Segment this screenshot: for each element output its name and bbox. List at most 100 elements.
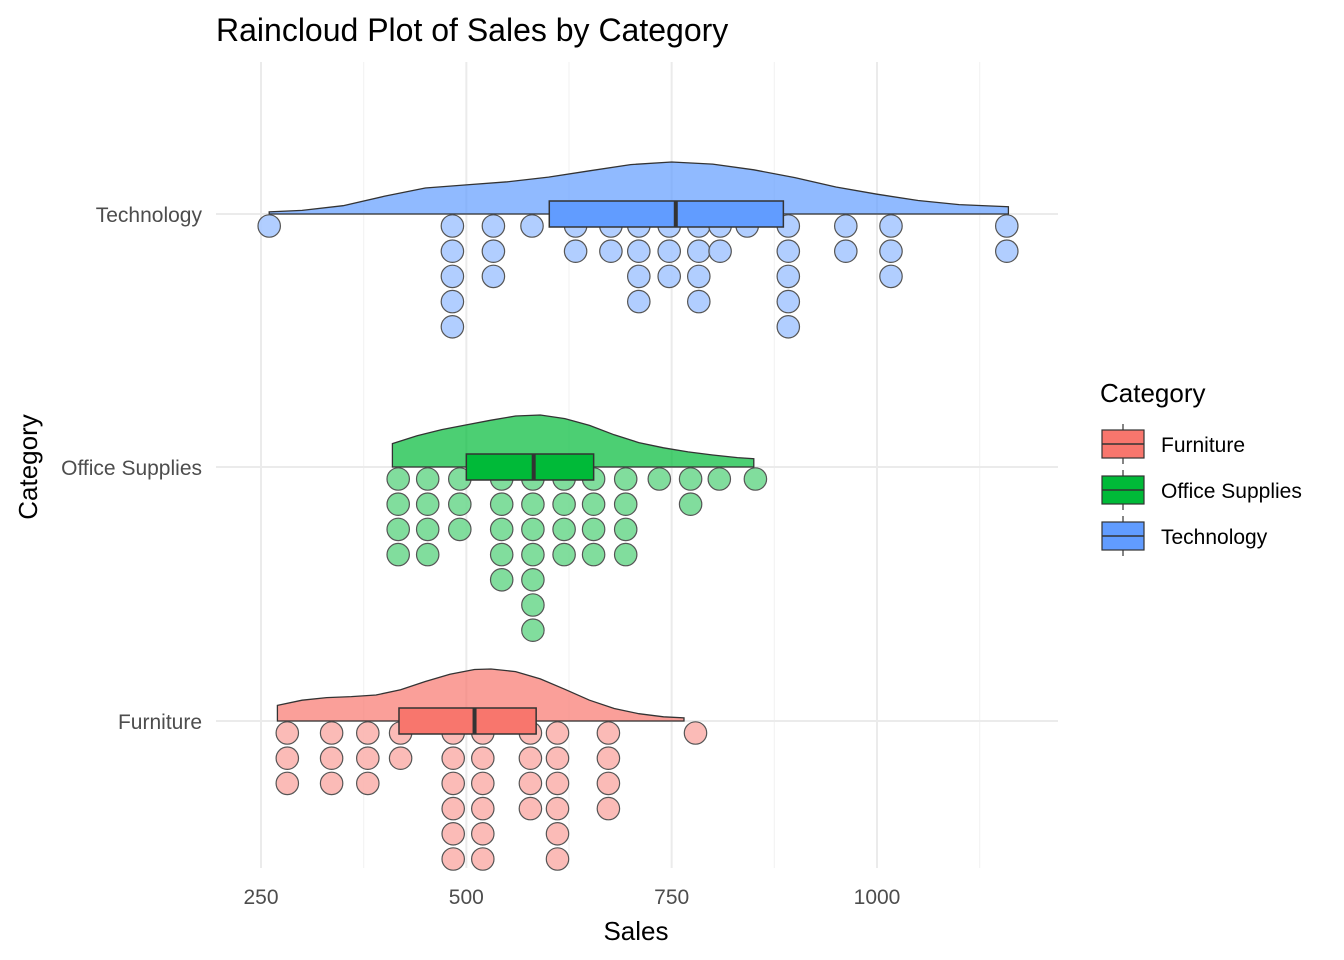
- data-dot: [833, 214, 858, 238]
- legend-label: Office Supplies: [1161, 480, 1302, 503]
- data-dot: [319, 771, 344, 796]
- y-axis-ticks: Technology Office Supplies Furniture: [61, 204, 202, 734]
- data-dot: [581, 542, 606, 567]
- data-dot: [386, 542, 410, 567]
- data-dot: [545, 746, 570, 770]
- data-dot: [657, 239, 681, 263]
- data-dot: [581, 517, 606, 542]
- data-dot: [440, 239, 465, 263]
- data-dot: [596, 721, 621, 745]
- data-dot: [275, 746, 300, 770]
- data-dot: [470, 771, 495, 796]
- data-dot: [470, 847, 495, 871]
- data-dot: [386, 467, 410, 491]
- chart-title: Raincloud Plot of Sales by Category: [216, 12, 728, 48]
- data-dot: [613, 517, 638, 542]
- data-dot: [355, 771, 380, 796]
- data-dot: [708, 239, 732, 263]
- x-tick-label: 500: [449, 886, 484, 909]
- data-dot: [257, 214, 281, 238]
- data-dot: [599, 239, 623, 263]
- data-dot: [545, 771, 570, 796]
- data-dot: [994, 239, 1019, 263]
- density-cloud: [276, 668, 685, 722]
- data-dot: [470, 821, 495, 846]
- data-dot: [626, 289, 651, 314]
- data-dot: [386, 492, 410, 516]
- data-dot: [686, 239, 711, 263]
- data-dot: [552, 492, 576, 516]
- data-dot: [489, 517, 514, 542]
- data-dot: [521, 618, 545, 642]
- data-dot: [415, 542, 440, 567]
- data-dot: [440, 289, 465, 314]
- data-dot: [879, 214, 903, 238]
- box: [465, 453, 595, 481]
- data-dot: [441, 746, 465, 770]
- data-dot: [388, 746, 413, 770]
- data-dot: [489, 492, 514, 516]
- data-dot: [481, 264, 506, 289]
- legend-label: Furniture: [1161, 434, 1245, 457]
- y-tick-label: Office Supplies: [61, 457, 202, 480]
- data-dot: [686, 264, 711, 289]
- density-cloud: [268, 161, 1010, 215]
- data-dot: [596, 796, 621, 821]
- box: [548, 200, 785, 228]
- data-dot: [518, 771, 543, 796]
- y-tick-label: Furniture: [118, 711, 202, 734]
- x-axis-title: Sales: [603, 916, 668, 946]
- data-dot: [489, 542, 514, 567]
- data-dot: [563, 239, 588, 263]
- boxplots: [398, 200, 785, 735]
- data-dot: [470, 746, 495, 770]
- data-dot: [743, 467, 768, 491]
- data-dot: [518, 746, 543, 770]
- data-dot: [776, 264, 801, 289]
- data-dot: [994, 214, 1019, 238]
- data-dot: [481, 214, 506, 238]
- data-dot: [319, 721, 344, 745]
- x-axis-ticks: 250 500 750 1000: [243, 886, 900, 909]
- y-tick-label: Technology: [96, 204, 203, 227]
- data-dot: [879, 239, 903, 263]
- data-dot: [521, 542, 545, 567]
- data-dot: [355, 721, 380, 745]
- data-dot: [355, 746, 380, 770]
- data-dot: [678, 467, 703, 491]
- data-dot: [275, 721, 300, 745]
- data-dot: [626, 239, 651, 263]
- legend-title: Category: [1100, 378, 1206, 408]
- data-dot: [415, 517, 440, 542]
- data-dot: [489, 567, 514, 592]
- data-dot: [521, 593, 545, 617]
- data-dot: [776, 314, 801, 339]
- x-tick-label: 750: [654, 886, 689, 909]
- data-dot: [657, 264, 681, 289]
- data-dot: [545, 796, 570, 821]
- data-dot: [613, 492, 638, 516]
- data-dot: [678, 492, 703, 516]
- data-dot: [447, 517, 472, 542]
- x-tick-label: 250: [243, 886, 278, 909]
- data-dot: [415, 492, 440, 516]
- data-dot: [441, 821, 465, 846]
- data-dot: [776, 289, 801, 314]
- data-dot: [596, 746, 621, 770]
- data-dot: [386, 517, 410, 542]
- data-dot: [447, 492, 472, 516]
- data-dot: [521, 492, 545, 516]
- data-dot: [596, 771, 621, 796]
- data-dot: [647, 467, 672, 491]
- legend-label: Technology: [1161, 526, 1268, 549]
- box: [398, 707, 537, 735]
- data-dot: [441, 796, 465, 821]
- data-dot: [707, 467, 732, 491]
- data-dot: [521, 567, 545, 592]
- data-dot: [440, 264, 465, 289]
- data-dot: [441, 847, 465, 871]
- dot-rain: [257, 214, 1019, 871]
- data-dot: [552, 542, 576, 567]
- data-dot: [683, 721, 708, 745]
- data-dot: [518, 796, 543, 821]
